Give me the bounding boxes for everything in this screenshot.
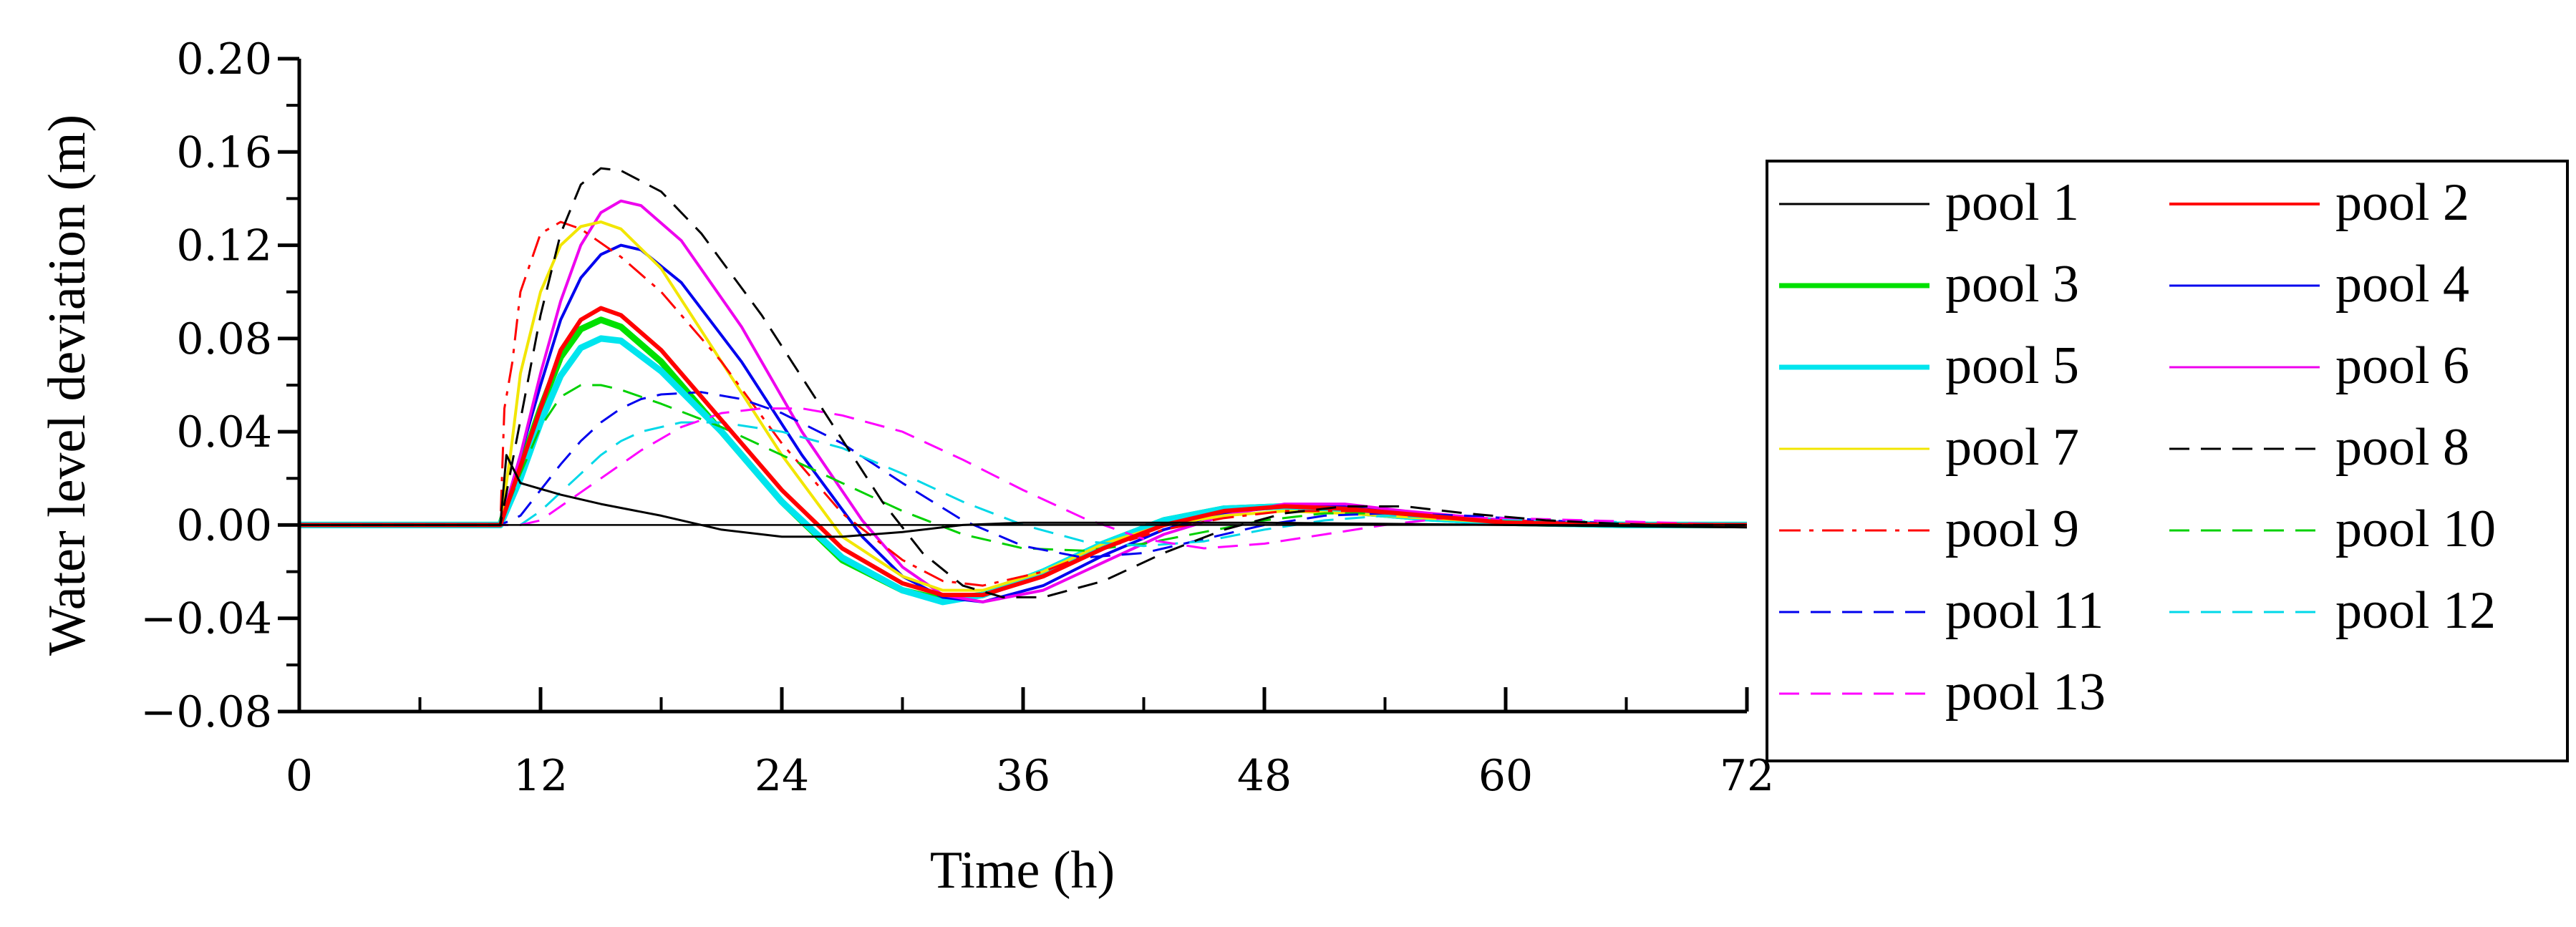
series-layer <box>299 167 1747 606</box>
x-tick-label: 60 <box>1478 751 1533 801</box>
series-line-pool-2 <box>299 306 1747 598</box>
x-tick-label: 0 <box>286 751 313 801</box>
legend-label: pool 9 <box>1945 500 2079 558</box>
legend-label: pool 1 <box>1945 173 2079 232</box>
y-tick-label: −0.04 <box>140 594 272 644</box>
x-tick-label: 12 <box>513 751 568 801</box>
legend-label: pool 5 <box>1945 336 2079 395</box>
series-line-pool-11 <box>299 391 1747 559</box>
legend-label: pool 11 <box>1945 581 2103 640</box>
y-tick-label: 0.12 <box>176 221 272 271</box>
y-tick-label: 0.00 <box>176 500 272 550</box>
legend-label: pool 7 <box>1945 418 2079 477</box>
series-line-pool-8 <box>299 167 1747 598</box>
axes: 0 12 24 36 48 60 72 −0.08 −0.04 0.00 0.04 0.08 0.12 0… <box>140 34 1774 801</box>
legend-box <box>1766 160 2569 762</box>
legend-label: pool 12 <box>2335 581 2496 640</box>
x-tick-label: 72 <box>1720 751 1774 801</box>
y-tick-label: 0.04 <box>176 407 272 457</box>
legend-label: pool 6 <box>2335 336 2469 395</box>
series-line-pool-3 <box>299 316 1747 603</box>
series-line-pool-9 <box>299 220 1747 587</box>
series-line-pool-12 <box>299 421 1747 548</box>
x-tick-label: 48 <box>1237 751 1292 801</box>
y-axis-title: Water level deviation (m) <box>38 115 97 656</box>
legend-label: pool 10 <box>2335 500 2496 558</box>
x-axis-title: Time (h) <box>930 841 1115 900</box>
y-tick-label: 0.16 <box>176 127 272 178</box>
legend-label: pool 2 <box>2335 173 2469 232</box>
legend-label: pool 3 <box>1945 255 2079 314</box>
y-tick-label: 0.08 <box>176 314 272 364</box>
series-line-pool-6 <box>299 199 1747 603</box>
x-tick-label: 24 <box>755 751 809 801</box>
x-tick-label: 36 <box>996 751 1050 801</box>
series-line-pool-13 <box>299 407 1747 550</box>
legend-label: pool 13 <box>1945 663 2106 722</box>
series-line-pool-4 <box>299 243 1747 603</box>
y-tick-label: 0.20 <box>176 34 272 84</box>
y-tick-label: −0.08 <box>140 687 272 737</box>
legend: pool 1 pool 2 pool 3 pool 4 pool 5 pool 6 pool… <box>1766 160 2569 762</box>
series-line-pool-7 <box>299 220 1747 592</box>
legend-label: pool 8 <box>2335 418 2469 477</box>
series-line-pool-1 <box>299 454 1747 538</box>
legend-label: pool 4 <box>2335 255 2469 314</box>
